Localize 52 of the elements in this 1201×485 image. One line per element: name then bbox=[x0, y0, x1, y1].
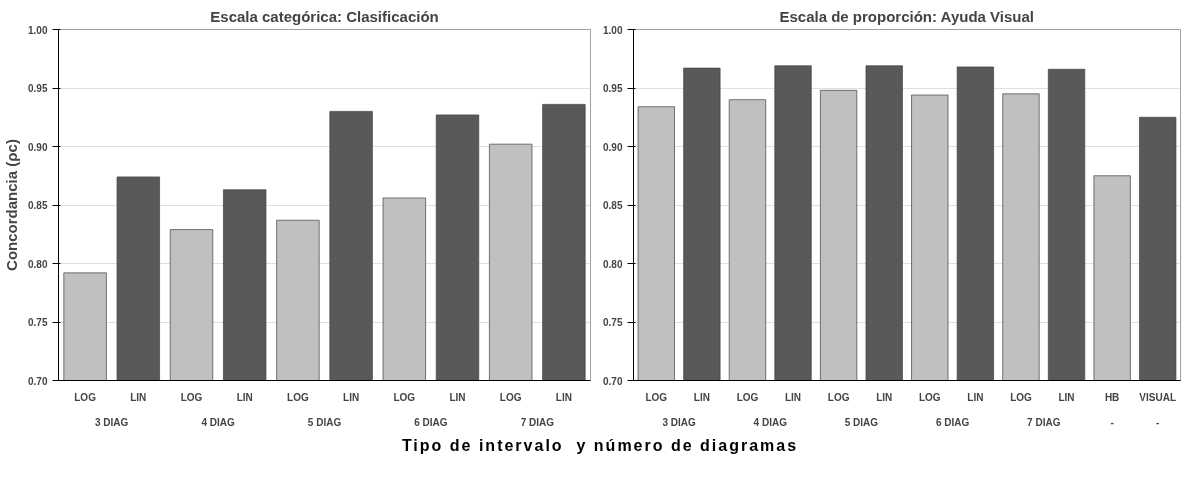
text: 3 DIAG bbox=[662, 416, 696, 428]
text: 3 DIAG bbox=[95, 416, 129, 428]
y-tick-label: 0.95 bbox=[28, 83, 48, 94]
text: 7 DIAG bbox=[520, 416, 555, 428]
x-tick-label: LOG bbox=[287, 391, 309, 403]
y-axis-title: Concordancia (ρc) bbox=[3, 139, 21, 271]
x-tick-label: LIN bbox=[967, 391, 984, 403]
chart-title: Escala de proporción: Ayuda Visual bbox=[779, 7, 1034, 25]
x-tick-label: HB bbox=[1104, 391, 1120, 403]
y-tick-label: 0.85 bbox=[28, 200, 48, 211]
x-tick-label: LIN bbox=[130, 391, 147, 403]
text: - bbox=[1156, 416, 1160, 428]
text: 5 DIAG bbox=[307, 416, 342, 428]
text: 7 DIAG bbox=[1027, 416, 1061, 428]
x-tick-label: LOG bbox=[499, 391, 522, 403]
x-tick-label: LIN bbox=[343, 391, 360, 403]
y-tick-label: 0.70 bbox=[603, 375, 623, 387]
x-tick-label: LIN bbox=[693, 391, 710, 403]
y-tick-label: 0.90 bbox=[28, 141, 48, 153]
x-tick-label: LOG bbox=[393, 391, 416, 403]
x-tick-label: LOG bbox=[827, 391, 850, 403]
x-tick-label: LOG bbox=[918, 391, 941, 403]
y-tick-label: 0.85 bbox=[603, 200, 623, 211]
x-tick-label: LOG bbox=[180, 391, 203, 403]
x-axis-title: Tipo de intervalo y número de diagramas bbox=[401, 436, 799, 456]
text: - bbox=[1110, 416, 1114, 428]
y-tick-label: 0.80 bbox=[28, 258, 48, 270]
x-tick-label: LIN bbox=[449, 391, 466, 403]
y-tick-label: 1.00 bbox=[603, 24, 623, 36]
text: 4 DIAG bbox=[753, 416, 788, 428]
y-tick-label: 0.95 bbox=[603, 83, 623, 94]
y-tick-label: 0.75 bbox=[603, 317, 623, 328]
x-tick-label: LIN bbox=[236, 391, 253, 403]
y-tick-label: 0.75 bbox=[28, 317, 48, 328]
text: 6 DIAG bbox=[935, 416, 970, 428]
text: 5 DIAG bbox=[844, 416, 879, 428]
x-tick-label: LIN bbox=[784, 391, 802, 403]
y-tick-label: 0.80 bbox=[603, 258, 623, 270]
text: 6 DIAG bbox=[414, 416, 448, 428]
y-tick-label: 1.00 bbox=[28, 24, 48, 36]
x-tick-label: LIN bbox=[555, 391, 572, 403]
x-tick-label: LIN bbox=[876, 391, 893, 403]
x-tick-label: VISUAL bbox=[1139, 391, 1177, 403]
x-tick-label: LOG bbox=[645, 391, 668, 403]
x-tick-label: LIN bbox=[1058, 391, 1075, 403]
x-tick-label: LOG bbox=[736, 391, 759, 403]
y-tick-label: 0.90 bbox=[603, 141, 623, 153]
x-tick-label: LOG bbox=[74, 391, 97, 403]
chart-title: Escala categórica: Clasificación bbox=[210, 7, 439, 25]
y-tick-label: 0.70 bbox=[28, 375, 48, 387]
x-tick-label: LOG bbox=[1010, 391, 1033, 403]
text: 4 DIAG bbox=[201, 416, 235, 428]
